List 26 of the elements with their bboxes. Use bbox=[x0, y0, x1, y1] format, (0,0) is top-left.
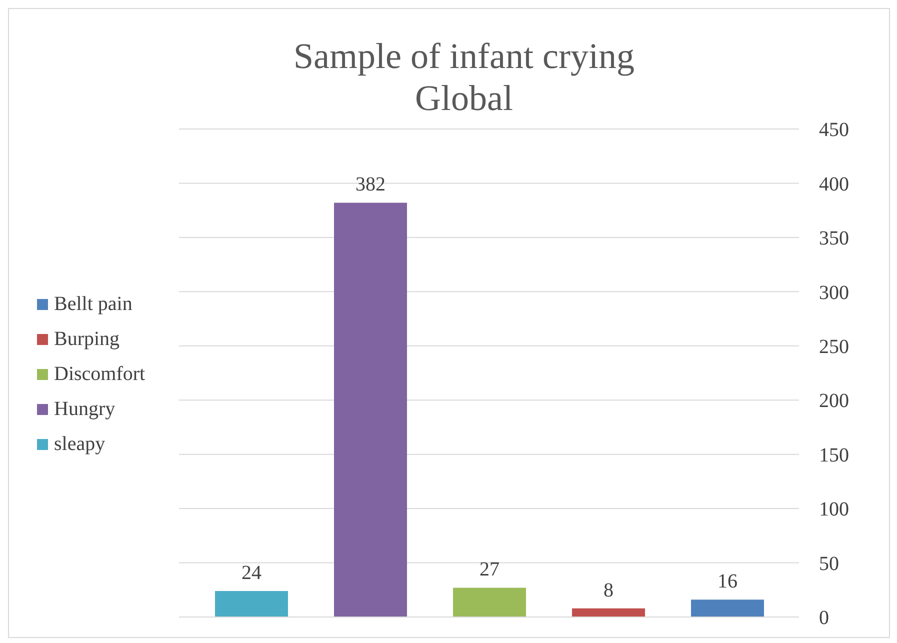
legend-label: Bellt pain bbox=[54, 292, 132, 316]
y-tick-label: 150 bbox=[819, 444, 849, 466]
y-tick-label: 250 bbox=[819, 336, 849, 358]
legend-label: sleapy bbox=[54, 432, 106, 456]
y-tick-label: 300 bbox=[819, 282, 849, 304]
y-tick-label: 450 bbox=[819, 119, 849, 142]
legend-label: Burping bbox=[54, 328, 120, 350]
data-label: 24 bbox=[242, 562, 262, 584]
bar bbox=[215, 590, 288, 617]
data-label: 16 bbox=[718, 570, 738, 593]
bar bbox=[691, 600, 764, 617]
y-tick-label: 0 bbox=[819, 607, 829, 630]
y-tick-label: 200 bbox=[819, 390, 849, 412]
data-label: 382 bbox=[356, 174, 386, 196]
legend-label: Discomfort bbox=[54, 362, 146, 386]
data-label: 27 bbox=[480, 558, 500, 581]
legend-label: Hungry bbox=[54, 398, 116, 420]
data-label: 8 bbox=[604, 579, 614, 602]
y-tick-label: 400 bbox=[819, 173, 849, 196]
y-tick-label: 100 bbox=[819, 498, 849, 521]
bar bbox=[572, 608, 645, 617]
chart-title: Sample of infant crying Global bbox=[292, 35, 636, 119]
y-tick-label: 50 bbox=[819, 552, 839, 575]
bar bbox=[453, 588, 526, 617]
y-tick-label: 350 bbox=[819, 228, 849, 250]
bar bbox=[334, 202, 407, 617]
